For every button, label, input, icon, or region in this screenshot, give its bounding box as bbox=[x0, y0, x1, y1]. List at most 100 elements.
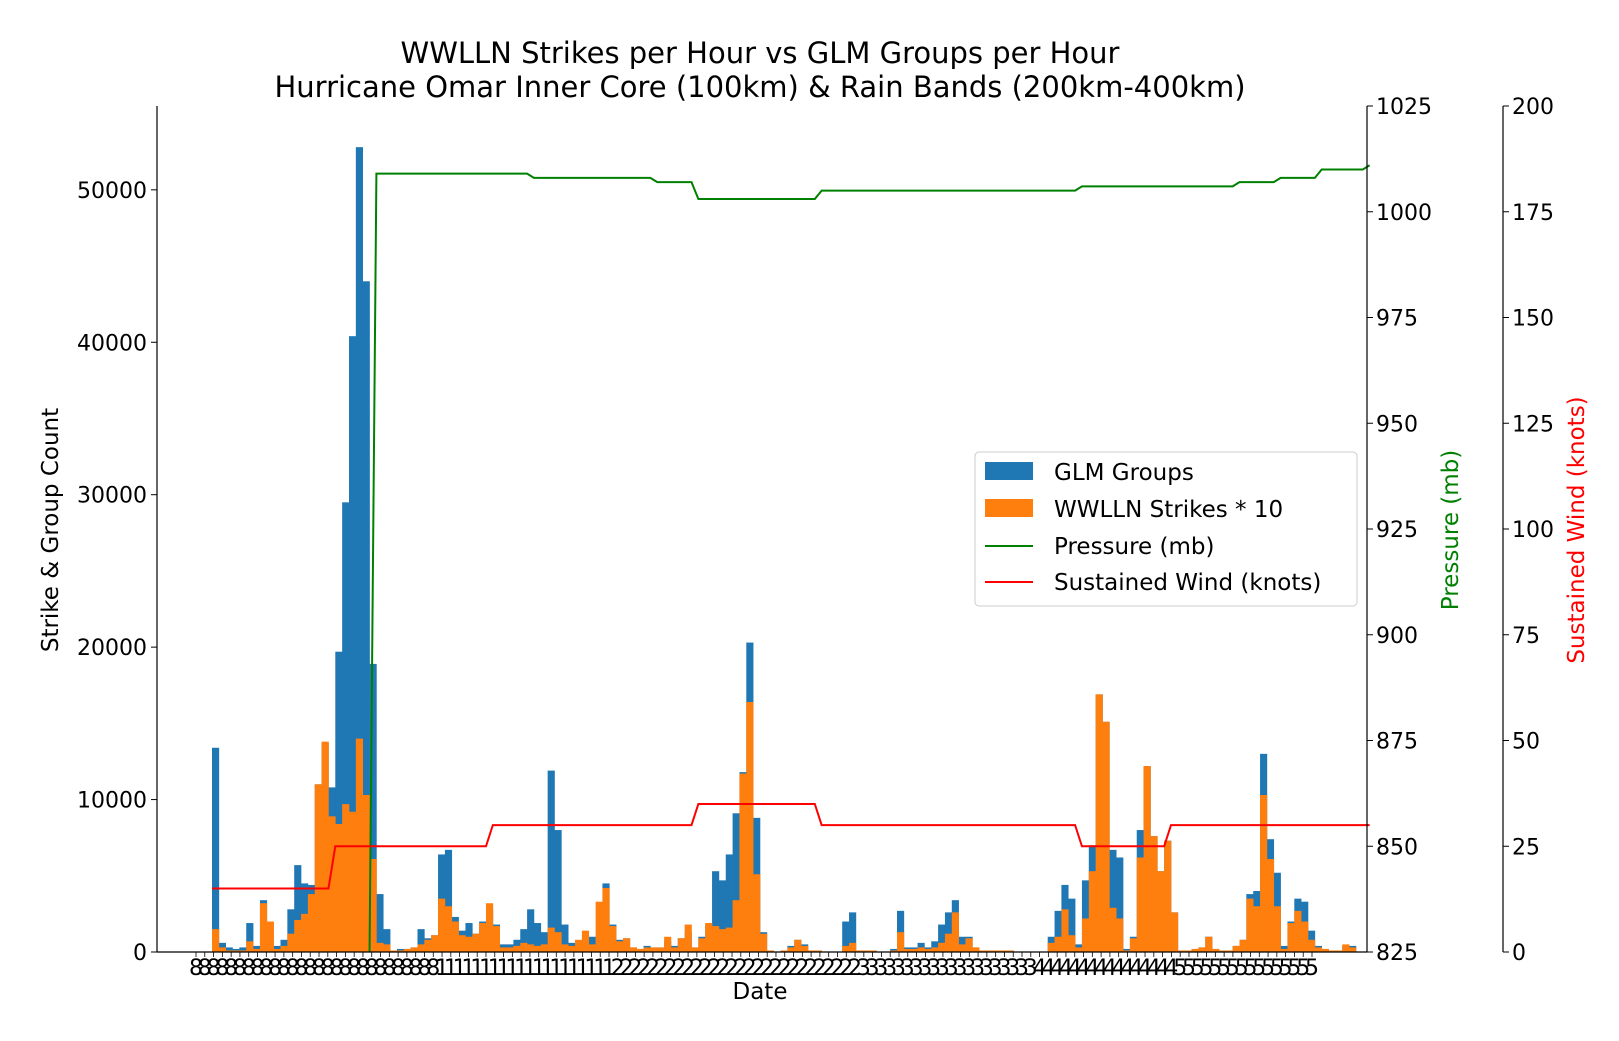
wwlln-bar bbox=[842, 945, 850, 952]
y-tick-label: 40000 bbox=[77, 331, 147, 356]
x-tick-label: 3 bbox=[962, 956, 976, 981]
x-tick-label: 1 bbox=[602, 956, 616, 981]
wwlln-bar bbox=[218, 947, 226, 952]
wwlln-bar bbox=[1109, 907, 1117, 952]
wwlln-bar bbox=[684, 924, 692, 952]
wwlln-bar bbox=[321, 741, 329, 952]
x-tick-label: 4 bbox=[1147, 956, 1161, 981]
wwlln-bar bbox=[561, 944, 569, 952]
wind-tick-label: 175 bbox=[1512, 201, 1554, 226]
x-tick-label: 1 bbox=[523, 956, 537, 981]
glm-bar bbox=[362, 281, 370, 952]
wwlln-bar bbox=[1246, 898, 1254, 952]
wwlln-bar bbox=[1006, 950, 1014, 952]
wwlln-bar bbox=[643, 947, 651, 952]
wwlln-bar bbox=[992, 950, 1001, 952]
wind-tick-label: 0 bbox=[1512, 941, 1526, 966]
wwlln-bar bbox=[910, 948, 918, 952]
x-tick-label: 8 bbox=[356, 956, 370, 981]
wwlln-bar bbox=[1198, 947, 1206, 952]
wwlln-bar bbox=[677, 938, 685, 952]
wwlln-bar bbox=[390, 950, 398, 952]
x-tick-label: 5 bbox=[1252, 956, 1266, 981]
pressure-tick-label: 925 bbox=[1376, 518, 1418, 543]
wwlln-bar bbox=[629, 947, 637, 952]
wwlln-bar bbox=[1205, 936, 1213, 952]
wwlln-bar bbox=[965, 938, 973, 952]
chart-title: WWLLN Strikes per Hour vs GLM Groups per… bbox=[401, 36, 1120, 70]
wind-tick-label: 25 bbox=[1512, 835, 1540, 860]
glm-bar bbox=[355, 147, 363, 953]
wind-tick-label: 200 bbox=[1512, 95, 1554, 120]
x-tick-label: 8 bbox=[312, 956, 326, 981]
x-tick-label: 2 bbox=[787, 956, 801, 981]
x-tick-label: 2 bbox=[699, 956, 713, 981]
wwlln-bar bbox=[753, 874, 761, 952]
x-tick-label: 1 bbox=[593, 956, 607, 981]
wwlln-bar bbox=[1075, 947, 1083, 952]
wwlln-bar bbox=[506, 947, 514, 952]
wwlln-bar bbox=[595, 901, 603, 952]
wwlln-bar bbox=[575, 939, 583, 952]
glm-bar bbox=[1081, 880, 1090, 952]
wwlln-bar bbox=[801, 945, 809, 952]
glm-bar bbox=[342, 502, 350, 952]
glm-bar bbox=[732, 813, 740, 952]
wwlln-bar bbox=[376, 942, 384, 952]
x-tick-label: 3 bbox=[971, 956, 985, 981]
wwlln-bar bbox=[499, 947, 507, 952]
pressure-tick-label: 900 bbox=[1376, 624, 1418, 649]
wwlln-bar bbox=[383, 944, 391, 952]
x-tick-label: 2 bbox=[681, 956, 695, 981]
x-tick-label: 2 bbox=[672, 956, 686, 981]
glm-bar bbox=[842, 921, 850, 952]
wwlln-bar bbox=[1335, 950, 1343, 952]
wwlln-bar bbox=[1260, 794, 1268, 952]
wwlln-bar bbox=[670, 947, 679, 952]
x-tick-label: 5 bbox=[1287, 956, 1301, 981]
glm-bar bbox=[383, 929, 391, 952]
wwlln-bar bbox=[492, 926, 500, 952]
wwlln-bar bbox=[266, 921, 274, 952]
wwlln-bar bbox=[1088, 871, 1096, 952]
wwlln-bar bbox=[890, 950, 898, 952]
x-tick-label: 3 bbox=[883, 956, 897, 981]
x-tick-label: 4 bbox=[1164, 956, 1178, 981]
x-tick-label: 5 bbox=[1261, 956, 1275, 981]
wwlln-bar bbox=[294, 919, 302, 952]
glm-bar bbox=[540, 932, 548, 952]
x-tick-label: 3 bbox=[1015, 956, 1029, 981]
wwlln-bar bbox=[951, 912, 959, 952]
wwlln-bar bbox=[869, 950, 877, 952]
bars-layer bbox=[212, 147, 1357, 953]
wwlln-bar bbox=[314, 784, 322, 952]
pressure-line bbox=[368, 164, 1371, 953]
wwlln-bar bbox=[1102, 721, 1110, 952]
x-tick-label: 8 bbox=[338, 956, 352, 981]
wwlln-bar bbox=[1136, 857, 1144, 952]
wind-tick-label: 100 bbox=[1512, 518, 1554, 543]
x-tick-label: 1 bbox=[549, 956, 563, 981]
glm-bar bbox=[369, 663, 377, 952]
wwlln-bar bbox=[1266, 859, 1275, 952]
x-tick-label: 2 bbox=[743, 956, 757, 981]
x-tick-label: 2 bbox=[637, 956, 651, 981]
x-tick-label: 5 bbox=[1226, 956, 1240, 981]
wwlln-bar bbox=[520, 942, 528, 952]
x-tick-label: 3 bbox=[918, 956, 932, 981]
wwlln-bar bbox=[760, 933, 768, 952]
glm-bar bbox=[335, 651, 343, 952]
wwlln-bar bbox=[1116, 918, 1124, 952]
wwlln-bar bbox=[1081, 918, 1090, 952]
wwlln-bar bbox=[568, 945, 576, 952]
x-tick-label: 3 bbox=[954, 956, 968, 981]
y-axis-label: Strike & Group Count bbox=[38, 408, 64, 652]
glm-bar bbox=[725, 854, 733, 952]
wwlln-bar bbox=[287, 933, 295, 952]
x-tick-label: 5 bbox=[1200, 956, 1214, 981]
wwlln-bar bbox=[239, 950, 247, 952]
wwlln-bar bbox=[616, 941, 624, 952]
wwlln-bar bbox=[1218, 950, 1227, 952]
wwlln-bar bbox=[438, 898, 446, 952]
